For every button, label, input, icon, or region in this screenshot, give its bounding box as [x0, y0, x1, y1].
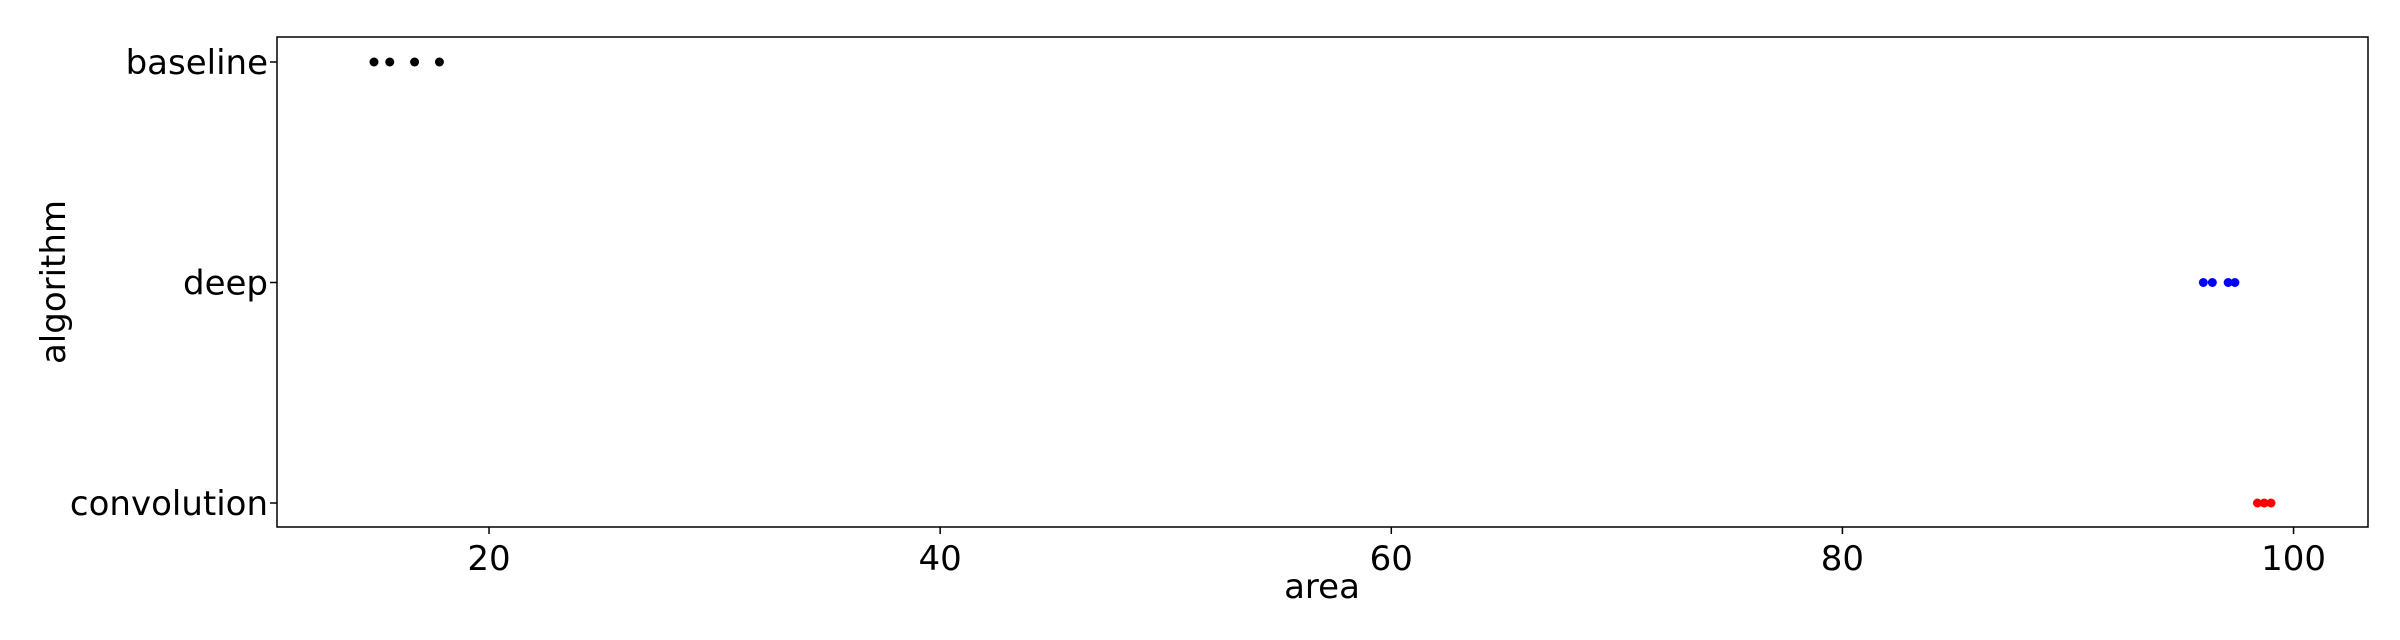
x-axis-label: area: [1284, 567, 1360, 607]
x-axis-ticks: 20 40 60 80 100: [467, 527, 2326, 579]
y-axis-ticks: baseline deep convolution: [70, 43, 277, 524]
data-point-baseline: [434, 57, 444, 67]
y-tick-label-convolution: convolution: [70, 484, 268, 524]
data-points: [369, 57, 2276, 508]
x-tick-label: 80: [1821, 539, 1864, 579]
data-point-deep: [2198, 278, 2208, 287]
data-point-convolution: [2266, 498, 2276, 508]
data-point-deep: [2230, 278, 2240, 287]
data-point-baseline: [385, 57, 395, 67]
x-tick-label: 20: [467, 539, 510, 579]
x-tick-label: 40: [919, 539, 962, 579]
y-tick-label-deep: deep: [183, 264, 268, 304]
y-axis-label: algorithm: [34, 200, 74, 364]
data-point-baseline: [410, 57, 420, 67]
data-point-convolution: [2259, 498, 2269, 508]
data-point-deep: [2207, 278, 2217, 287]
data-point-baseline: [369, 57, 379, 67]
x-tick-label: 100: [2261, 539, 2326, 579]
data-point-convolution: [2252, 498, 2262, 508]
plot-area: [276, 36, 2369, 528]
data-point-deep: [2223, 278, 2233, 287]
x-tick-label: 60: [1370, 539, 1413, 579]
y-tick-label-baseline: baseline: [126, 43, 268, 83]
